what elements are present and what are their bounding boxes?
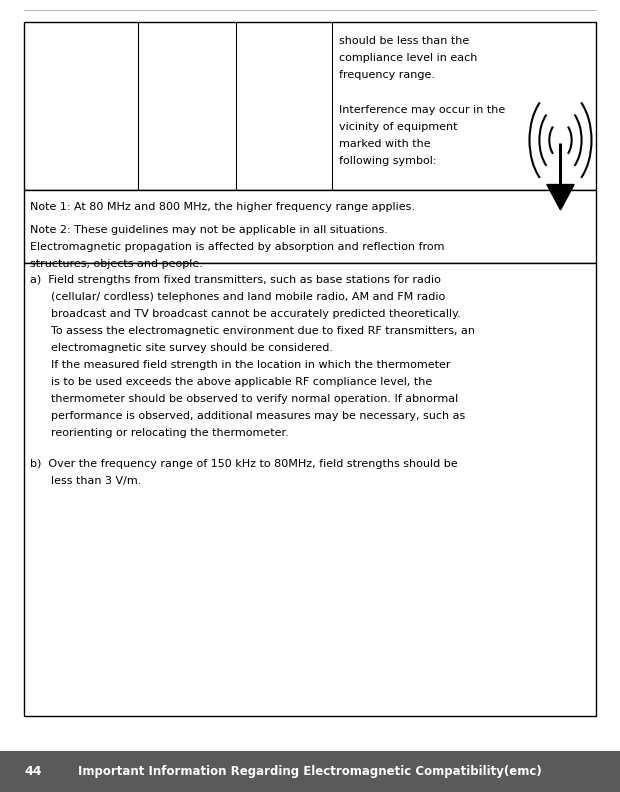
Text: Note 2: These guidelines may not be applicable in all situations.: Note 2: These guidelines may not be appl… bbox=[30, 225, 387, 235]
Text: should be less than the: should be less than the bbox=[339, 36, 469, 47]
Text: electromagnetic site survey should be considered.: electromagnetic site survey should be co… bbox=[30, 343, 333, 353]
Text: marked with the: marked with the bbox=[339, 139, 431, 149]
Text: b)  Over the frequency range of 150 kHz to 80MHz, field strengths should be: b) Over the frequency range of 150 kHz t… bbox=[30, 459, 458, 469]
Text: is to be used exceeds the above applicable RF compliance level, the: is to be used exceeds the above applicab… bbox=[30, 377, 432, 387]
Text: compliance level in each: compliance level in each bbox=[339, 54, 477, 63]
Text: If the measured field strength in the location in which the thermometer: If the measured field strength in the lo… bbox=[30, 360, 450, 370]
Text: Important Information Regarding Electromagnetic Compatibility(emc): Important Information Regarding Electrom… bbox=[78, 765, 542, 778]
Bar bbox=[24, 263, 596, 716]
Text: Note 1: At 80 MHz and 800 MHz, the higher frequency range applies.: Note 1: At 80 MHz and 800 MHz, the highe… bbox=[30, 202, 415, 212]
Text: frequency range.: frequency range. bbox=[339, 70, 435, 81]
Text: reorienting or relocating the thermometer.: reorienting or relocating the thermomete… bbox=[30, 428, 288, 438]
Bar bbox=[24, 190, 596, 263]
Text: vicinity of equipment: vicinity of equipment bbox=[339, 121, 458, 131]
Text: thermometer should be observed to verify normal operation. If abnormal: thermometer should be observed to verify… bbox=[30, 394, 458, 404]
Text: 44: 44 bbox=[25, 765, 42, 778]
Text: a)  Field strengths from fixed transmitters, such as base stations for radio: a) Field strengths from fixed transmitte… bbox=[30, 275, 441, 285]
Text: Electromagnetic propagation is affected by absorption and reflection from: Electromagnetic propagation is affected … bbox=[30, 242, 445, 252]
Text: (cellular/ cordless) telephones and land mobile radio, AM and FM radio: (cellular/ cordless) telephones and land… bbox=[30, 291, 445, 302]
Bar bbox=[24, 22, 596, 190]
Text: broadcast and TV broadcast cannot be accurately predicted theoretically.: broadcast and TV broadcast cannot be acc… bbox=[30, 309, 461, 319]
Text: Interference may occur in the: Interference may occur in the bbox=[339, 105, 505, 115]
Text: following symbol:: following symbol: bbox=[339, 155, 436, 166]
Polygon shape bbox=[547, 185, 574, 210]
Text: performance is observed, additional measures may be necessary, such as: performance is observed, additional meas… bbox=[30, 411, 465, 421]
Text: structures, objects and people.: structures, objects and people. bbox=[30, 259, 203, 269]
Text: less than 3 V/m.: less than 3 V/m. bbox=[30, 476, 141, 485]
Bar bbox=[0, 751, 620, 792]
Text: To assess the electromagnetic environment due to fixed RF transmitters, an: To assess the electromagnetic environmen… bbox=[30, 326, 475, 336]
